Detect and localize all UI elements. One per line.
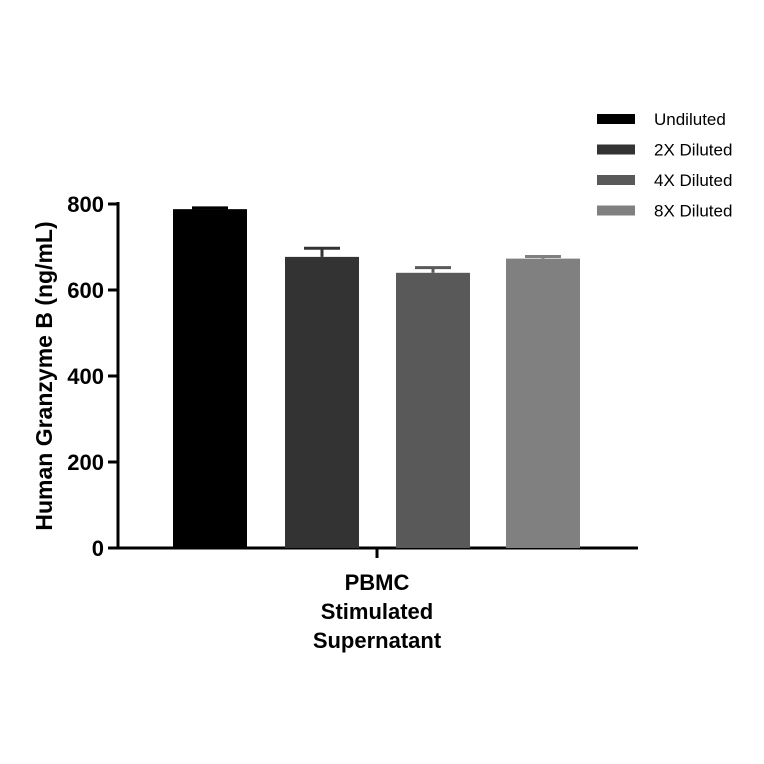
y-tick-label: 200 bbox=[67, 450, 104, 475]
legend-swatch bbox=[597, 144, 635, 155]
y-tick-label: 0 bbox=[92, 536, 104, 561]
y-tick-label: 600 bbox=[67, 278, 104, 303]
bar-4x-diluted bbox=[396, 272, 470, 548]
bars bbox=[173, 206, 580, 548]
legend-swatch bbox=[597, 205, 635, 216]
legend-label: 4X Diluted bbox=[654, 171, 732, 190]
legend: Undiluted 2X Diluted 4X Diluted 8X Diluted bbox=[597, 110, 732, 221]
bar-2x-diluted bbox=[285, 256, 359, 548]
y-tick-label: 400 bbox=[67, 364, 104, 389]
legend-label: 8X Diluted bbox=[654, 202, 732, 221]
x-category-label-line: Supernatant bbox=[313, 628, 442, 653]
bar-8x-diluted bbox=[506, 258, 580, 548]
y-axis-label: Human Granzyme B (ng/mL) bbox=[31, 221, 57, 530]
y-tick-label: 800 bbox=[67, 192, 104, 217]
legend-swatch bbox=[597, 175, 635, 185]
legend-label: Undiluted bbox=[654, 110, 726, 129]
labels: 0 200 400 600 800 Human Granzyme B (ng/mL) PBM… bbox=[31, 192, 442, 653]
legend-label: 2X Diluted bbox=[654, 141, 732, 160]
legend-swatch bbox=[597, 114, 635, 124]
x-category-label-line: PBMC bbox=[345, 570, 410, 595]
bar-undiluted bbox=[173, 209, 247, 548]
x-category-label-line: Stimulated bbox=[321, 599, 433, 624]
